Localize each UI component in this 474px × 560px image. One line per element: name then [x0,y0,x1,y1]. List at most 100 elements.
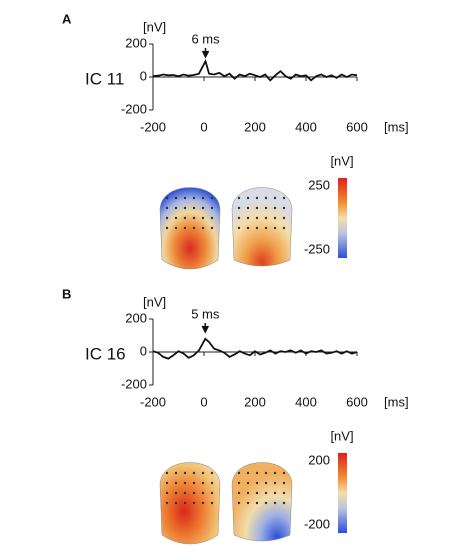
electrode [192,226,196,230]
y-tick-label: 200 [125,35,147,50]
electrode [255,481,259,485]
electrode [282,501,286,505]
electrode [201,491,205,495]
electrode [237,501,241,505]
electrode [255,216,259,220]
electrode [210,491,214,495]
electrode [174,481,178,485]
colorbar-unit: [nV] [330,428,353,443]
x-unit: [ms] [384,394,409,409]
electrode [282,226,286,230]
electrode [282,206,286,210]
electrode [192,491,196,495]
electrode [246,196,250,200]
electrode [210,196,214,200]
electrode [201,226,205,230]
electrode [282,471,286,475]
electrode [246,481,250,485]
electrode [264,196,268,200]
annotation-arrow [201,48,210,59]
electrode [174,206,178,210]
electrode [165,196,169,200]
electrode [174,226,178,230]
electrode [165,471,169,475]
electrode [237,481,241,485]
electrode [201,196,205,200]
electrode [174,491,178,495]
colorbar-tick-label: 250 [308,177,330,192]
electrode [255,206,259,210]
electrode [237,216,241,220]
colorbar-tick-label: 200 [308,452,330,467]
waveform [152,337,358,360]
electrode [264,501,268,505]
electrode [255,471,259,475]
electrode [273,481,277,485]
colorbar-tick-label: -250 [304,241,330,256]
electrode [210,471,214,475]
electrode [165,481,169,485]
electrode [174,196,178,200]
electrode [246,216,250,220]
electrode [264,206,268,210]
x-tick-label: 200 [244,394,266,409]
electrode [264,226,268,230]
electrode [165,216,169,220]
electrode [273,491,277,495]
annotation-arrow [201,323,209,334]
electrode [192,501,196,505]
electrode [264,481,268,485]
electrode [273,216,277,220]
electrode [264,471,268,475]
electrode [264,491,268,495]
x-tick-label: 0 [200,394,207,409]
electrode [246,206,250,210]
colorbar [338,178,347,258]
electrode [201,481,205,485]
electrode [192,196,196,200]
electrode [165,226,169,230]
electrode [237,206,241,210]
component-label: IC 16 [85,344,126,363]
electrode [174,216,178,220]
electrode [174,471,178,475]
annotation-label: 5 ms [191,306,220,321]
electrode [183,501,187,505]
y-unit: [nV] [143,294,166,309]
x-tick-label: 400 [295,119,317,134]
panel-label: B [62,286,71,301]
electrode [183,226,187,230]
x-tick-label: 600 [346,394,368,409]
x-tick-label: -200 [140,119,166,134]
electrode [210,216,214,220]
x-tick-label: 600 [346,119,368,134]
electrode [282,196,286,200]
electrode [255,196,259,200]
colorbar-unit: [nV] [330,153,353,168]
electrode [183,216,187,220]
waveform [152,58,358,82]
electrode [255,501,259,505]
electrode [210,206,214,210]
head-maps-b [159,462,293,545]
electrode [183,196,187,200]
electrode [237,491,241,495]
electrode [246,226,250,230]
electrode [246,471,250,475]
electrode [165,501,169,505]
electrode [282,481,286,485]
electrode [192,206,196,210]
y-tick-label: 200 [125,310,147,325]
colorbar-tick-label: -200 [304,516,330,531]
y-tick-label: 0 [140,343,147,358]
electrode [273,206,277,210]
x-tick-label: 0 [200,119,207,134]
component-label: IC 11 [85,69,124,88]
electrode [201,501,205,505]
electrode [237,196,241,200]
x-tick-label: -200 [140,394,166,409]
electrode [237,226,241,230]
electrode [210,226,214,230]
electrode [264,216,268,220]
electrode [255,226,259,230]
